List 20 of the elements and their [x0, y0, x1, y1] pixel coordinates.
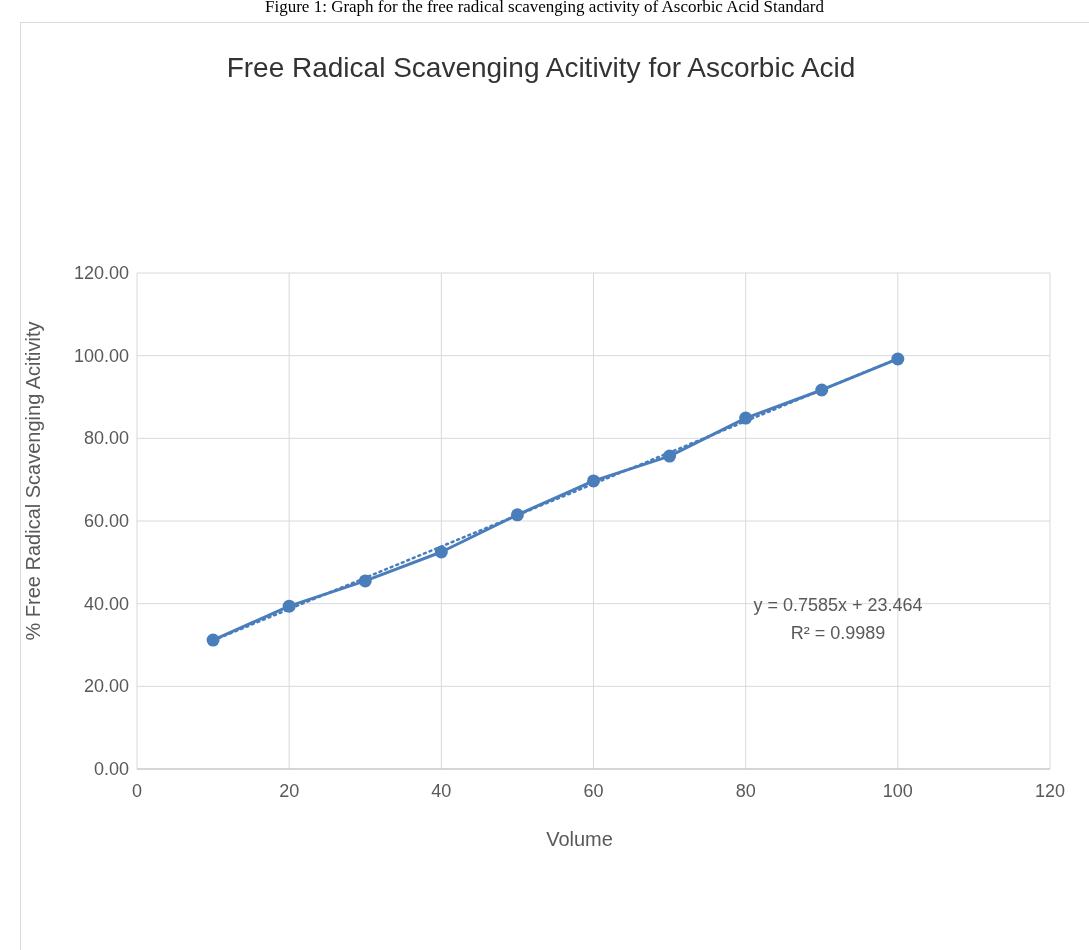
annotation: R² = 0.9989 — [790, 623, 886, 643]
y-tick-label: 20.00 — [83, 676, 129, 697]
x-tick-label: 120 — [1034, 781, 1066, 801]
x-tick-label: 40 — [431, 781, 452, 801]
caption: Figure 1: Graph for the free radical scavenging activity of Ascorbic Acid Standard — [265, 0, 825, 16]
x-tick-label: 100 — [882, 781, 913, 801]
y-tick-label: 100.00 — [73, 345, 129, 366]
y-tick-label: 40.00 — [83, 593, 129, 614]
y-tick-label: 80.00 — [83, 428, 129, 449]
y-tick-label: 0.00 — [93, 759, 129, 779]
chart-title: Free Radical Scavenging Acitivity for Ascorbic Acid — [226, 52, 856, 83]
annotation: y = 0.7585x + 23.464 — [753, 595, 923, 615]
y-tick-label: 120.00 — [73, 263, 129, 283]
y-tick-label: 60.00 — [83, 511, 129, 531]
x-tick-label: 60 — [583, 781, 604, 801]
x-tick-label: 20 — [279, 781, 300, 801]
y-axis-title: % Free Radical Scavenging Acitivity — [22, 321, 44, 641]
x-tick-label: 0 — [131, 781, 143, 801]
x-tick-label: 80 — [735, 781, 756, 801]
x-axis-title: Volume — [546, 828, 613, 850]
